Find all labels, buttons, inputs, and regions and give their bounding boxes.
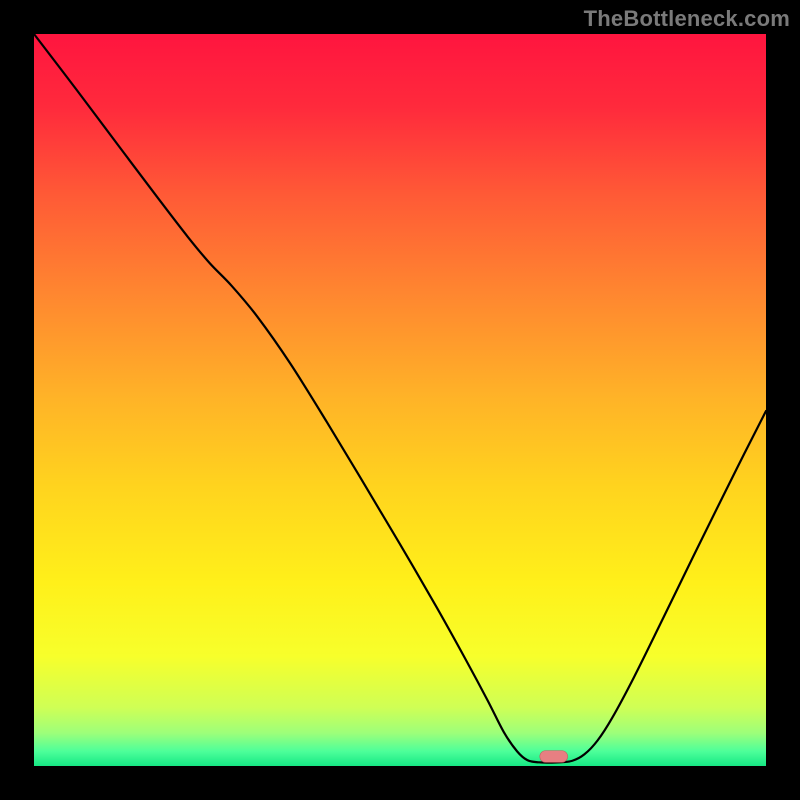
chart-svg xyxy=(0,0,800,800)
plot-gradient-background xyxy=(34,34,766,766)
chart-stage: TheBottleneck.com xyxy=(0,0,800,800)
optimal-point-marker xyxy=(540,751,568,763)
